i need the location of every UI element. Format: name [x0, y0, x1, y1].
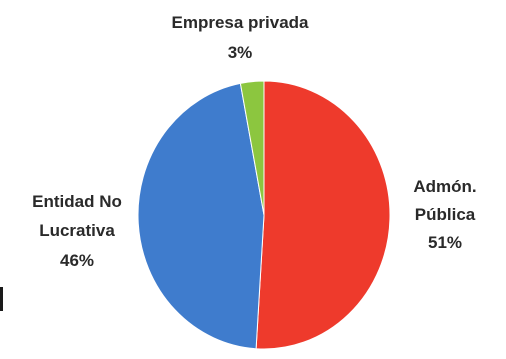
label-admon-line2: Pública [415, 205, 476, 224]
edge-mark [0, 287, 3, 311]
label-admon-line1: Admón. [413, 177, 476, 196]
label-empresa-privada: Empresa privada [171, 13, 309, 32]
pie-slice-entidad-no-lucrativa [137, 82, 265, 350]
label-entidad-line1: Entidad No [32, 192, 122, 211]
value-empresa-privada: 3% [228, 43, 253, 62]
value-admon: 51% [428, 233, 462, 252]
pie-slices [137, 80, 391, 350]
label-entidad-line2: Lucrativa [39, 221, 115, 240]
pie-slice-empresa-privada [239, 80, 265, 216]
value-entidad: 46% [60, 251, 94, 270]
pie-slice-admón-pública [255, 80, 391, 350]
